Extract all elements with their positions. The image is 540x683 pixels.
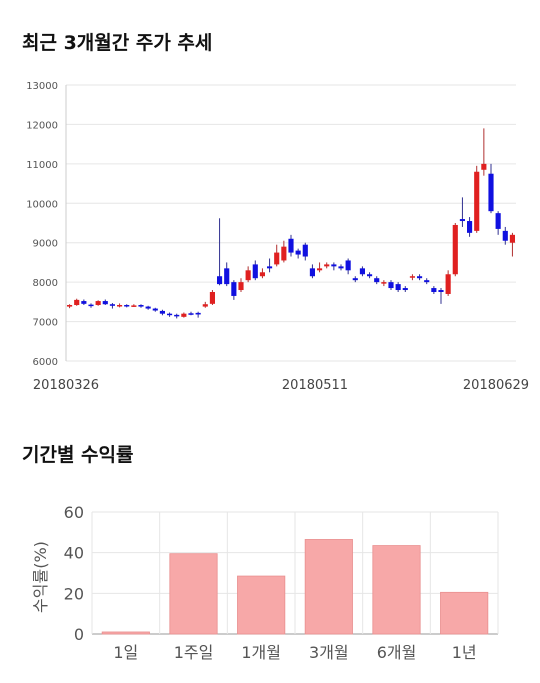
return-bar [169, 553, 218, 635]
candle-body [245, 270, 251, 281]
candle-body [352, 278, 358, 281]
candle-body [102, 301, 108, 305]
candle-body [424, 280, 430, 283]
return-bar [440, 591, 489, 635]
candle-body [95, 301, 101, 306]
candle-body [395, 284, 401, 291]
return-bar [101, 631, 150, 635]
x-category-label: 6개월 [377, 643, 417, 662]
candlestick-chart: 6000 7000 8000 9000 10000 11000 12000 13000 2018… [26, 81, 529, 393]
candle-body [195, 312, 201, 315]
y-tick-label: 20 [64, 584, 84, 603]
candle-body [124, 305, 130, 307]
candle-body [331, 264, 337, 267]
candle-body [67, 305, 73, 307]
candle-body [309, 268, 315, 277]
candle-body [367, 274, 373, 277]
candle-body [238, 282, 244, 291]
y-axis-label: 수익률(%) [31, 541, 50, 613]
y-tick-label: 6000 [33, 357, 58, 368]
candle-body [502, 230, 508, 241]
candle-body [217, 276, 223, 285]
candle-body [467, 221, 473, 233]
candle-body [138, 305, 144, 307]
candle-body [402, 288, 408, 291]
candle-body [259, 272, 265, 277]
x-tick-label: 20180629 [463, 378, 529, 393]
candle-body [474, 171, 480, 231]
candle-body [159, 310, 165, 314]
candle-body [117, 305, 123, 307]
candle-body [167, 313, 173, 316]
candle-body [224, 268, 230, 285]
candle-body [438, 290, 444, 292]
candle-body [417, 276, 423, 279]
y-tick-label: 0 [74, 625, 84, 644]
candle-body [74, 299, 80, 306]
candle-body [459, 219, 465, 222]
return-bar [237, 575, 286, 635]
y-tick-label: 12000 [26, 120, 58, 131]
x-tick-label: 20180511 [282, 378, 348, 393]
price-trend-title: 최근 3개월간 주가 추세 [22, 32, 213, 54]
candle-body [81, 301, 87, 304]
return-bar [304, 539, 353, 635]
candle-body [209, 292, 215, 304]
candle-body [145, 306, 151, 309]
candle-body [231, 282, 237, 296]
candle-body [152, 308, 158, 311]
x-category-label: 3개월 [309, 643, 349, 662]
candle-body [345, 260, 351, 271]
candle-body [188, 313, 194, 315]
y-tick-label: 11000 [26, 160, 58, 171]
y-tick-label: 8000 [33, 278, 58, 289]
y-tick-label: 60 [64, 503, 84, 522]
candle-body [131, 305, 137, 307]
candle-body [181, 313, 187, 317]
candle-body [509, 234, 515, 243]
return-bar [372, 545, 421, 635]
x-category-label: 1년 [452, 643, 477, 662]
y-tick-label: 9000 [33, 239, 58, 250]
y-tick-label: 7000 [33, 318, 58, 329]
x-category-label: 1개월 [241, 643, 281, 662]
candle-body [274, 252, 280, 265]
returns-title: 기간별 수익률 [22, 444, 134, 466]
candle-body [302, 244, 308, 257]
candle-body [109, 304, 115, 306]
candle-body [281, 246, 287, 261]
candle-body [202, 304, 208, 307]
candle-body [381, 282, 387, 284]
candle-body [452, 224, 458, 275]
candle-body [374, 278, 380, 283]
candle-body [388, 282, 394, 289]
candle-body [495, 213, 501, 229]
candle-body [317, 268, 323, 271]
candle-body [338, 266, 344, 269]
x-category-label: 1주일 [174, 643, 214, 662]
y-tick-label: 10000 [26, 199, 58, 210]
candle-body [409, 276, 415, 278]
candle-body [295, 250, 301, 255]
candle-body [324, 264, 330, 267]
candle-body [359, 268, 365, 275]
candle-body [267, 266, 273, 269]
candle-body [288, 238, 294, 253]
x-category-label: 1일 [113, 643, 138, 662]
candle-body [431, 288, 437, 292]
candle-body [445, 274, 451, 294]
candle-body [488, 173, 494, 212]
y-tick-label: 13000 [26, 81, 58, 92]
candle-body [88, 304, 94, 307]
candle-body [174, 314, 180, 317]
y-tick-label: 40 [64, 544, 84, 563]
x-tick-label: 20180326 [33, 378, 99, 393]
candle-body [252, 264, 258, 279]
candle-body [481, 163, 487, 170]
